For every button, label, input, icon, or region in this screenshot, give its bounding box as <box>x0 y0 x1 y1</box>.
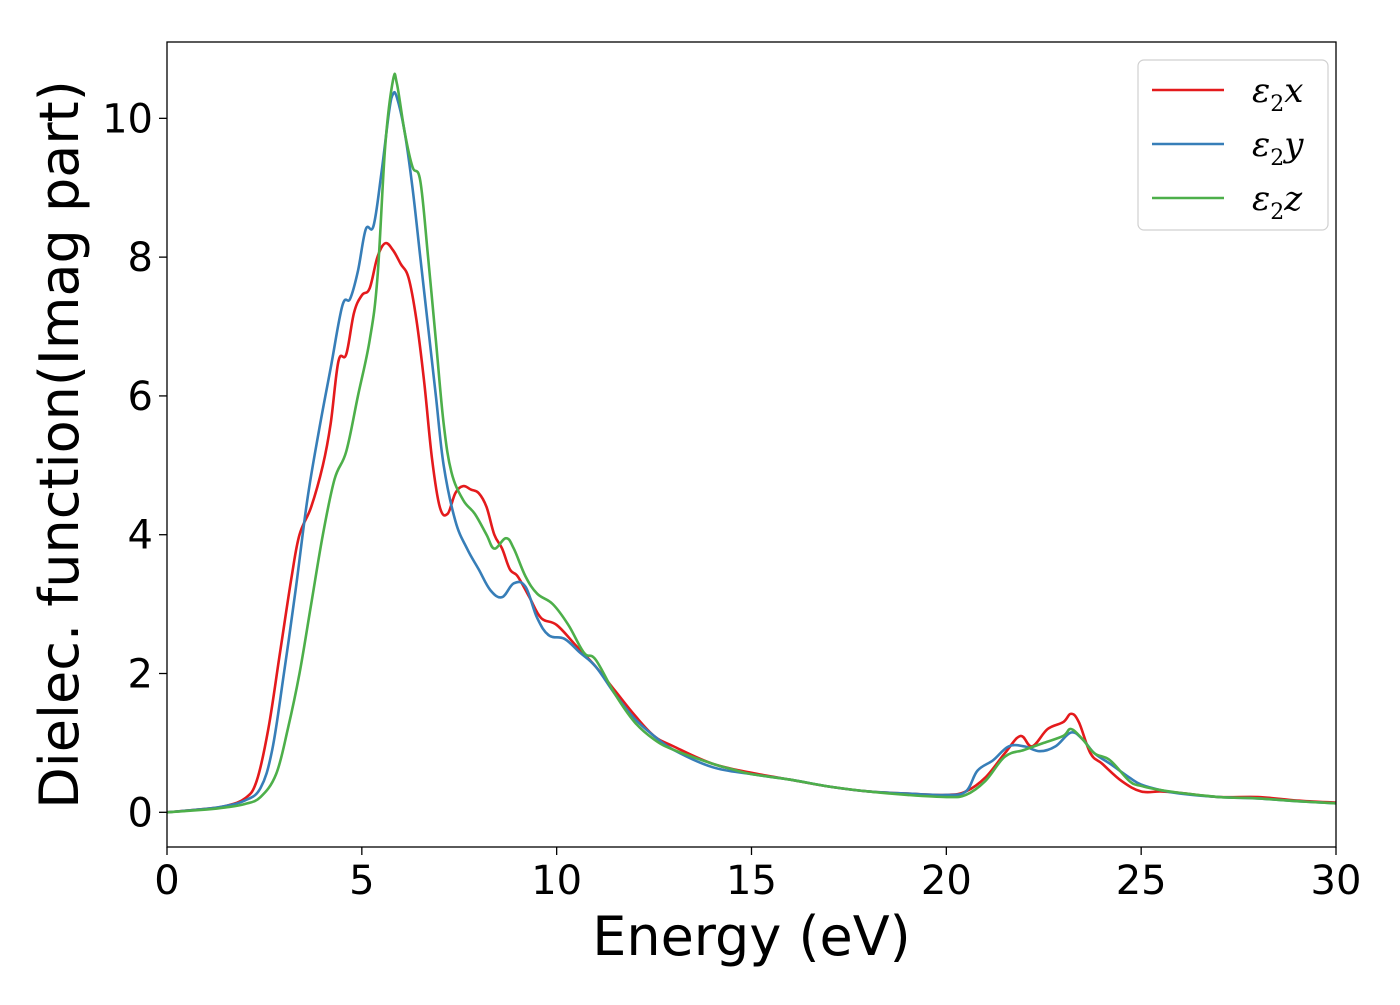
legend-label-subscript: 2 <box>1270 200 1284 225</box>
legend-label-y: ε2y <box>1252 125 1304 171</box>
legend-label-subscript: 2 <box>1270 92 1284 117</box>
y-tick-label: 0 <box>128 790 153 836</box>
series-line-y <box>167 90 1336 814</box>
legend-box <box>1137 59 1329 231</box>
x-tick-label: 5 <box>349 858 374 904</box>
y-tick-label: 10 <box>102 96 153 142</box>
legend-label-x: ε2x <box>1252 71 1303 117</box>
x-tick-label: 25 <box>1116 858 1167 904</box>
legend-label-base: ε <box>1252 125 1270 165</box>
y-tick-label: 6 <box>128 374 153 420</box>
x-tick-label: 15 <box>726 858 777 904</box>
legend-label-base: ε <box>1252 71 1270 111</box>
x-tick-label: 20 <box>921 858 972 904</box>
series-line-z <box>167 72 1336 814</box>
legend-label-z: ε2z <box>1252 179 1303 225</box>
y-axis: 0 2 4 6 8 10 <box>102 96 167 836</box>
legend-label-var: x <box>1284 71 1303 111</box>
x-axis: 0 5 10 15 20 25 30 <box>154 847 1361 904</box>
x-tick-label: 0 <box>154 858 179 904</box>
legend-label-var: y <box>1282 125 1304 165</box>
y-tick-label: 8 <box>128 235 153 281</box>
series-line-x <box>167 241 1336 814</box>
legend-label-subscript: 2 <box>1270 146 1284 171</box>
y-axis-title: Dielec. function(Imag part) <box>28 80 91 809</box>
legend-label-var: z <box>1283 179 1303 219</box>
legend-label-base: ε <box>1252 179 1270 219</box>
y-tick-label: 2 <box>128 652 153 698</box>
x-tick-label: 10 <box>531 858 582 904</box>
x-axis-title: Energy (eV) <box>592 905 911 968</box>
x-tick-label: 30 <box>1311 858 1362 904</box>
y-tick-label: 4 <box>128 513 153 559</box>
series-layer <box>167 72 1336 814</box>
